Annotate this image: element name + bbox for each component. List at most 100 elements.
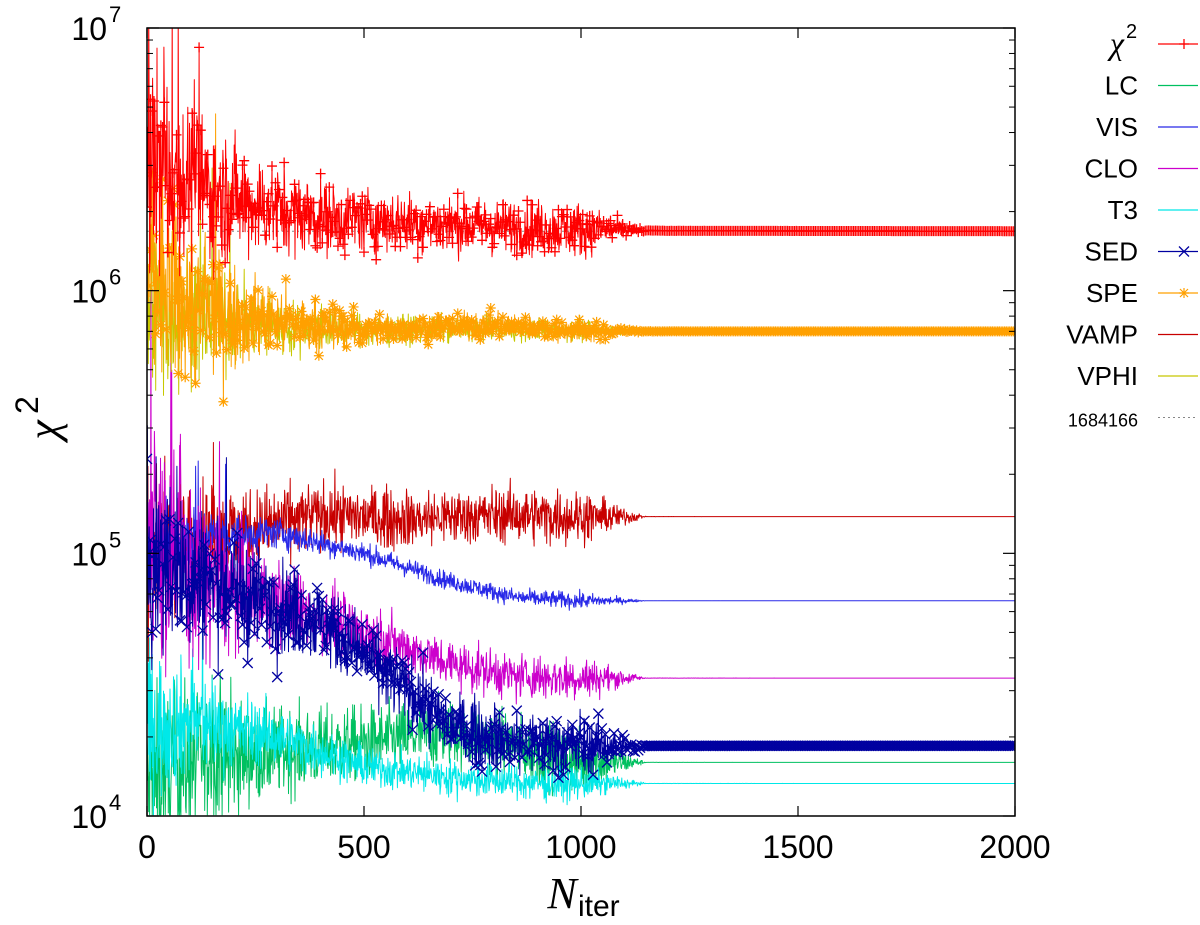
data-point	[233, 578, 245, 590]
data-point	[534, 323, 545, 334]
data-point	[286, 311, 297, 322]
data-point	[315, 168, 326, 179]
data-point	[357, 191, 368, 202]
data-point	[324, 307, 335, 318]
data-point	[483, 219, 494, 230]
data-point	[234, 208, 245, 219]
data-point	[483, 310, 494, 321]
data-point	[204, 199, 215, 210]
data-point	[294, 610, 306, 622]
data-point	[419, 320, 430, 331]
data-point	[595, 334, 606, 345]
data-point	[421, 209, 432, 220]
data-point	[242, 657, 254, 669]
data-point	[478, 317, 489, 328]
data-point	[173, 10, 183, 20]
data-point	[260, 328, 271, 339]
data-point	[430, 211, 441, 222]
data-point	[497, 312, 508, 323]
data-point	[194, 305, 205, 316]
data-point	[259, 590, 271, 601]
data-point	[325, 622, 337, 634]
data-point	[256, 619, 268, 631]
data-point	[199, 190, 210, 201]
data-point	[289, 564, 301, 576]
data-point	[197, 288, 208, 299]
data-point	[522, 195, 533, 206]
data-point	[270, 177, 281, 188]
data-point	[586, 327, 597, 338]
data-point	[367, 229, 378, 240]
data-point	[309, 605, 321, 617]
data-point	[480, 328, 491, 339]
data-point	[154, 273, 165, 284]
legend-item-1684166: 1684166	[1068, 411, 1198, 431]
data-point	[435, 235, 446, 246]
data-point	[459, 319, 470, 330]
data-point	[266, 291, 277, 302]
data-point	[535, 740, 547, 752]
data-point	[289, 179, 300, 190]
series-t3	[147, 603, 1015, 816]
data-point	[362, 639, 373, 651]
data-point	[286, 215, 297, 226]
legend-item-clo: CLO	[1085, 154, 1198, 184]
data-point	[279, 312, 290, 323]
data-point	[297, 624, 309, 636]
data-point	[185, 174, 196, 185]
data-point	[466, 746, 478, 758]
data-point	[323, 611, 335, 623]
data-point	[305, 313, 316, 324]
data-point	[184, 587, 196, 599]
data-point	[214, 181, 225, 192]
data-point	[398, 222, 409, 233]
series-line-vis	[147, 460, 1015, 611]
y-tick-label: 10 4	[71, 790, 121, 835]
data-point	[318, 644, 330, 656]
data-point	[195, 325, 206, 336]
svg-text:χ: χ	[1107, 25, 1125, 61]
data-point	[348, 642, 360, 654]
data-point	[523, 240, 534, 251]
data-point	[442, 217, 453, 228]
data-point	[223, 584, 235, 595]
data-point	[447, 313, 458, 324]
data-point	[322, 206, 333, 217]
data-point	[468, 317, 479, 328]
data-point	[356, 618, 368, 630]
data-point	[617, 729, 629, 741]
series-spe	[147, 113, 1015, 407]
svg-text:CLO: CLO	[1085, 154, 1138, 184]
data-point	[362, 328, 373, 339]
data-point	[477, 235, 488, 246]
data-point	[527, 199, 538, 210]
data-point	[316, 594, 328, 606]
data-point	[179, 591, 191, 603]
data-point	[397, 333, 408, 344]
data-point	[353, 203, 364, 214]
data-point	[572, 734, 583, 746]
data-point	[273, 184, 284, 195]
data-point	[530, 215, 541, 226]
data-point	[558, 209, 569, 220]
data-point	[537, 236, 548, 247]
y-axis-label: χ2	[9, 396, 68, 443]
data-point	[192, 120, 203, 131]
data-point	[424, 201, 435, 212]
data-point	[312, 242, 323, 253]
data-point	[423, 339, 434, 350]
data-point	[426, 330, 437, 341]
data-point	[188, 168, 199, 179]
svg-text:10: 10	[71, 536, 107, 572]
data-point	[275, 215, 286, 226]
data-point	[308, 618, 320, 630]
data-point	[346, 222, 357, 233]
data-point	[315, 624, 327, 636]
data-point	[424, 321, 435, 332]
data-point	[495, 723, 507, 735]
data-point	[254, 603, 266, 615]
data-point	[214, 259, 225, 270]
data-point	[183, 526, 195, 538]
data-point	[540, 749, 552, 761]
data-point	[351, 665, 363, 677]
